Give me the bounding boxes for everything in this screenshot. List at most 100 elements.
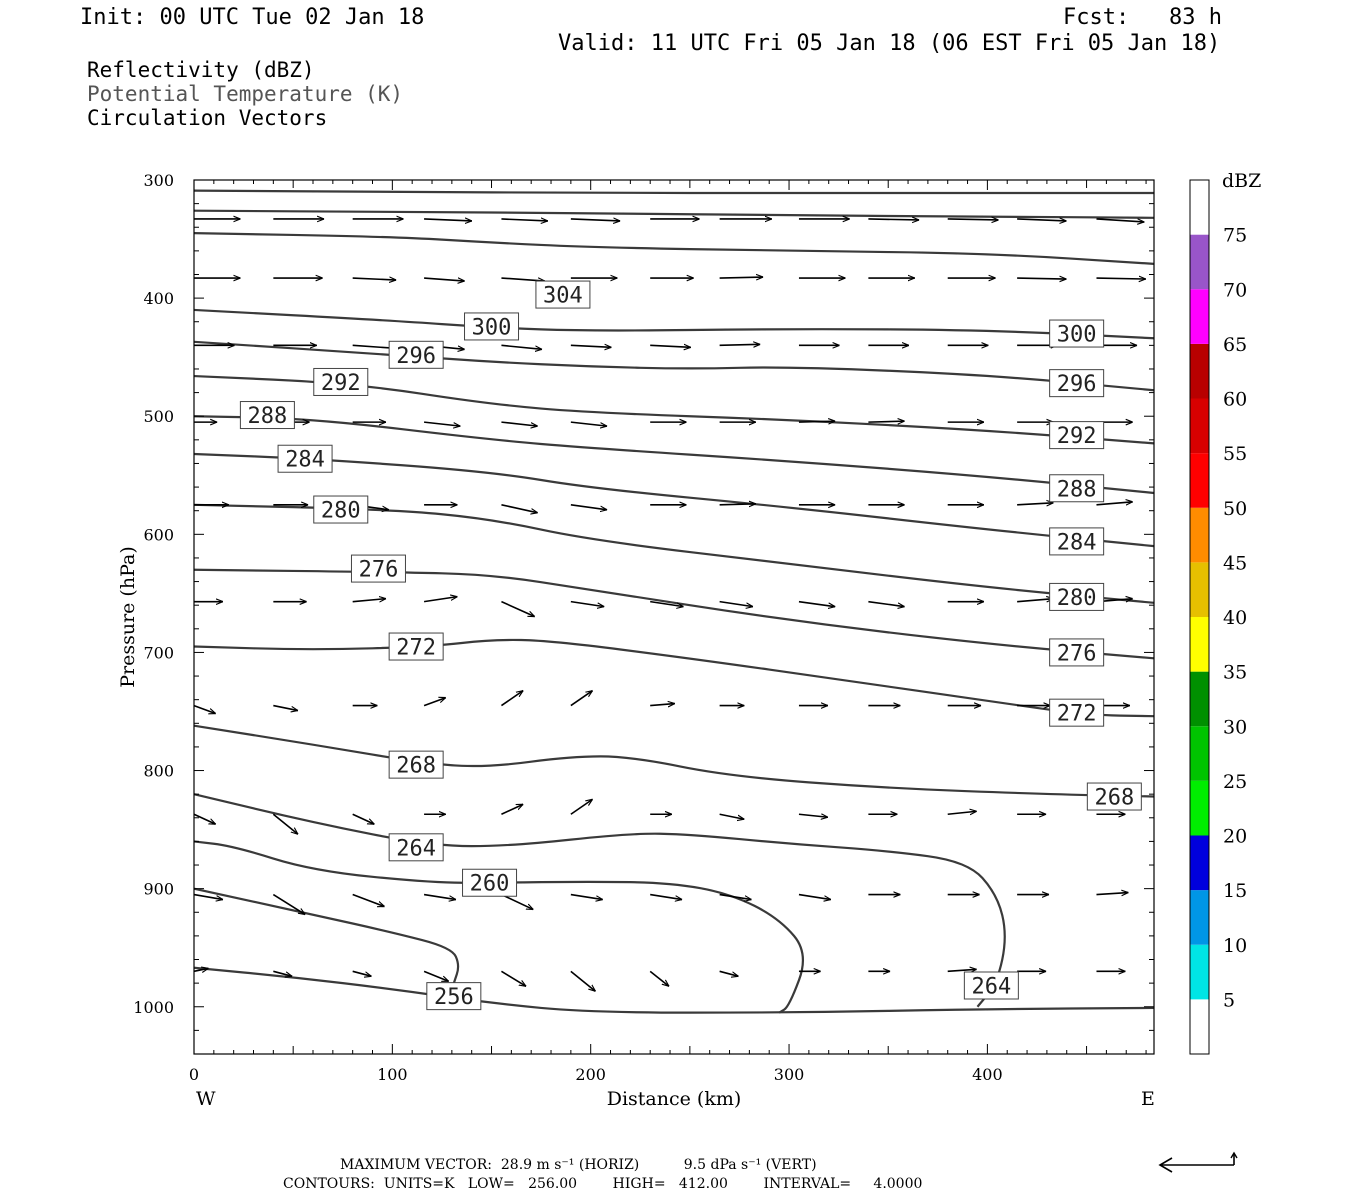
vector-8-5 <box>570 893 603 900</box>
contour-label-box-8 <box>1049 421 1105 450</box>
contour-labels: 304 300 300 296 296 292 292 288 288 284 284 280 280 2… <box>239 280 1142 1011</box>
theta-contour-300-3 <box>193 308 1155 340</box>
contour-label-288: 288 <box>248 404 288 429</box>
vector-8-1 <box>272 893 305 915</box>
contour-label-box-22 <box>963 971 1019 1000</box>
colorbar-level-70: 70 <box>1223 279 1247 301</box>
x-tick-label-0: 0 <box>189 1065 199 1084</box>
vector-4-5 <box>570 504 607 510</box>
contour-label-box-12 <box>1049 527 1105 556</box>
vector-0-11 <box>1017 219 1066 221</box>
contour-label-box-7 <box>313 367 369 396</box>
vector-7-7 <box>719 813 745 819</box>
vector-3-9 <box>868 421 904 422</box>
vector-3-8 <box>798 421 835 422</box>
x-tick-label-200: 200 <box>575 1065 606 1084</box>
vector-6-5 <box>570 691 593 707</box>
contour-label-276: 276 <box>359 558 399 583</box>
contour-label-268: 268 <box>396 754 436 779</box>
vector-5-5 <box>570 600 604 607</box>
contour-label-280: 280 <box>321 499 361 524</box>
theta-contour-296-5 <box>193 340 1155 392</box>
vector-0-5 <box>570 219 620 221</box>
vector-7-8 <box>798 814 828 817</box>
colorbar-swatch-12 <box>1190 343 1209 399</box>
y-tick-label-700: 700 <box>143 643 174 662</box>
contour-label-box-17 <box>388 632 444 661</box>
vector-1-12 <box>1096 278 1145 279</box>
vector-2-5 <box>570 345 612 347</box>
vector-5-11 <box>1017 599 1053 602</box>
vector-9-10 <box>947 969 977 971</box>
contour-label-304: 304 <box>543 284 583 309</box>
contour-label-box-10 <box>1049 474 1105 503</box>
vector-4-12 <box>1096 502 1132 505</box>
colorbar-level-75: 75 <box>1223 225 1247 247</box>
theta-contour-304-2 <box>193 232 1155 265</box>
contour-label-300: 300 <box>472 315 512 340</box>
vector-7-0 <box>193 813 216 825</box>
colorbar-level-55: 55 <box>1223 443 1247 465</box>
theta-contour-272-17 <box>193 638 1155 718</box>
y-tick-label-500: 500 <box>143 407 174 426</box>
colorbar-swatch-2 <box>1190 890 1209 945</box>
colorbar-swatch-6 <box>1190 671 1209 727</box>
contour-label-276: 276 <box>1057 641 1097 666</box>
contour-label-284: 284 <box>285 448 325 473</box>
contour-label-272: 272 <box>1057 702 1097 727</box>
colorbar-swatch-15 <box>1190 180 1209 235</box>
vector-3-3 <box>423 421 460 426</box>
colorbar-swatch-0 <box>1190 999 1209 1054</box>
colorbar-swatch-13 <box>1190 289 1209 344</box>
vector-1-3 <box>424 278 465 281</box>
colorbar-level-60: 60 <box>1223 389 1247 411</box>
contours-note: CONTOURS: UNITS=K LOW= 256.00 HIGH= 412.… <box>283 1176 923 1192</box>
theta-contour-276-15 <box>193 568 1155 660</box>
colorbar-swatch-14 <box>1190 234 1209 290</box>
x-axis-label: Distance (km) <box>607 1088 742 1110</box>
contour-label-284: 284 <box>1057 530 1097 555</box>
vector-6-3 <box>423 698 446 707</box>
y-tick-label-300: 300 <box>143 171 174 190</box>
vector-3-4 <box>501 421 537 426</box>
vector-5-3 <box>423 597 457 603</box>
vector-6-4 <box>500 691 523 707</box>
vector-8-4 <box>501 893 533 911</box>
contour-label-box-13 <box>313 495 369 524</box>
x-tick-label-300: 300 <box>774 1065 805 1084</box>
field-vectors-label: Circulation Vectors <box>87 106 328 130</box>
theta-contour-260-23 <box>193 840 805 1014</box>
vector-4-11 <box>1017 503 1053 505</box>
vector-5-4 <box>501 600 534 618</box>
colorbar-swatch-8 <box>1190 562 1209 617</box>
contour-label-292: 292 <box>1057 424 1097 449</box>
theta-contour-308-0 <box>193 189 1154 195</box>
vector-6-6 <box>650 704 675 706</box>
circulation-vectors <box>193 219 1146 991</box>
vector-2-6 <box>650 345 691 347</box>
colorbar-level-15: 15 <box>1223 880 1247 902</box>
forecast-hour: Fcst: 83 h <box>1063 5 1222 30</box>
plot-frame <box>193 179 1155 1055</box>
contour-label-box-21 <box>388 833 444 862</box>
contour-label-296: 296 <box>1057 372 1097 397</box>
colorbar-level-25: 25 <box>1223 771 1247 793</box>
contour-label-box-24 <box>426 982 482 1011</box>
contour-label-264: 264 <box>396 836 436 861</box>
vector-9-0 <box>193 968 209 971</box>
contour-label-box-9 <box>239 401 295 430</box>
field-reflectivity-label: Reflectivity (dBZ) <box>87 58 315 82</box>
contour-label-260: 260 <box>470 872 510 897</box>
contour-label-box-4 <box>1049 319 1105 348</box>
vector-9-1 <box>273 970 292 976</box>
contour-label-box-18 <box>1049 698 1105 727</box>
colorbar-frame <box>1189 179 1210 1055</box>
vector-7-10 <box>947 811 977 814</box>
vector-2-7 <box>719 344 761 345</box>
colorbar-swatch-10 <box>1190 453 1209 508</box>
vector-9-7 <box>719 970 739 976</box>
vector-5-8 <box>798 600 835 607</box>
contour-label-264: 264 <box>971 974 1011 999</box>
max-vector-note: MAXIMUM VECTOR: 28.9 m s⁻¹ (HORIZ) 9.5 d… <box>340 1157 817 1173</box>
